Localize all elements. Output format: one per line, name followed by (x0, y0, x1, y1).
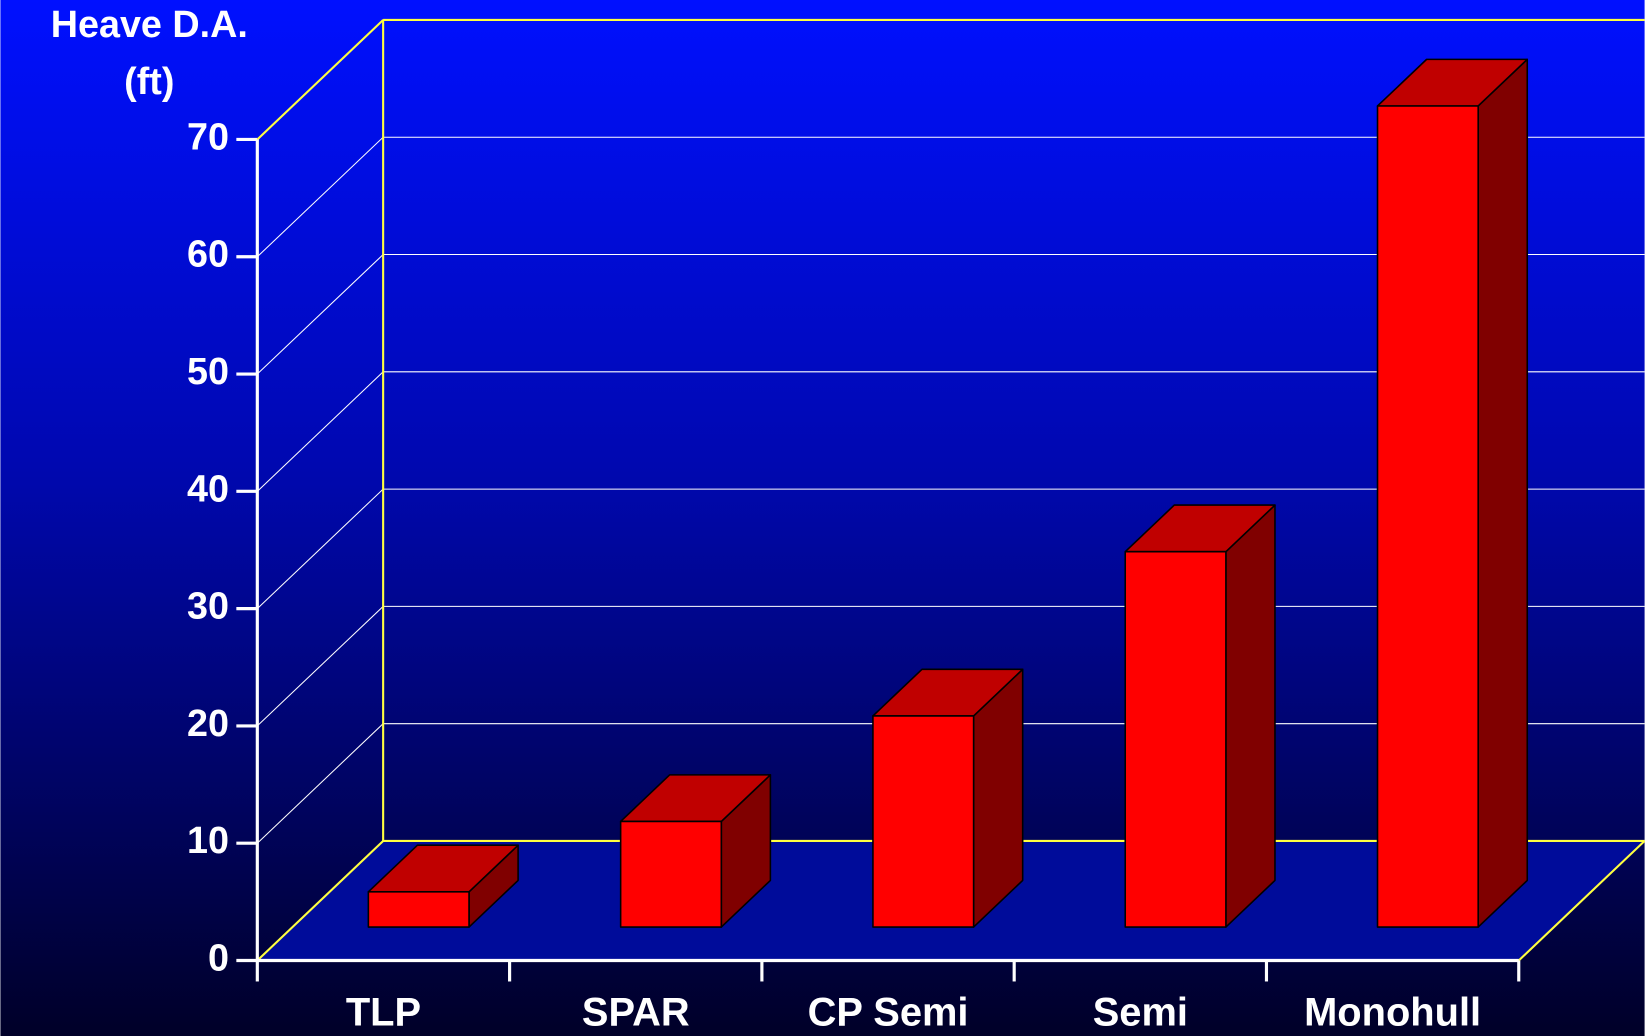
grid-line (256, 371, 384, 492)
y-tick-label: 60 (187, 233, 229, 275)
grid-line (256, 606, 384, 727)
y-tick-label: 30 (187, 585, 229, 627)
bar (872, 715, 975, 928)
grid-line (256, 723, 384, 844)
x-tick-label: CP Semi (808, 991, 969, 1035)
bar (1124, 550, 1227, 928)
grid-line (256, 136, 384, 258)
y-tick-label: 20 (187, 702, 229, 744)
grid-line (256, 254, 384, 375)
y-axis-label: (ft) (124, 60, 174, 102)
wall-edge (256, 840, 384, 962)
y-axis-label: Heave D.A. (51, 3, 248, 45)
bar (619, 820, 723, 928)
y-tick-label: 50 (187, 350, 229, 392)
y-tick-label: 70 (187, 115, 229, 157)
x-tick-label: Monohull (1304, 991, 1481, 1035)
bar (367, 891, 470, 928)
wall-edge (1518, 840, 1645, 962)
y-tick-label: 40 (187, 467, 229, 509)
bar-side (1477, 58, 1529, 928)
x-tick-label: TLP (346, 991, 421, 1035)
y-tick-label: 10 (187, 819, 229, 861)
x-tick-label: Semi (1093, 991, 1188, 1035)
plot-area: 0 10 20 30 40 50 60 70 TLP SPAR CP Semi Semi Monohul… (187, 18, 1645, 1035)
bar-side (1225, 504, 1276, 928)
wall-edge (256, 19, 384, 141)
bar (1376, 105, 1479, 928)
y-tick-label: 0 (208, 936, 229, 978)
x-tick-label: SPAR (582, 991, 690, 1035)
grid-line (256, 488, 384, 610)
